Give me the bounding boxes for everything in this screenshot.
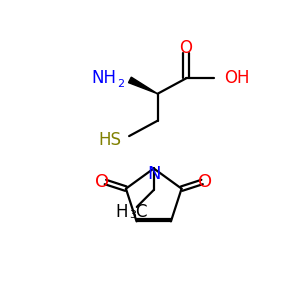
- Polygon shape: [128, 77, 158, 94]
- Text: C: C: [135, 202, 147, 220]
- Text: OH: OH: [225, 69, 250, 87]
- Text: NH: NH: [91, 69, 116, 87]
- Text: 3: 3: [129, 210, 136, 220]
- Text: N: N: [147, 165, 160, 183]
- Text: O: O: [198, 173, 212, 191]
- Text: O: O: [180, 39, 193, 57]
- Text: HS: HS: [98, 131, 122, 149]
- Text: 2: 2: [118, 79, 125, 89]
- Text: H: H: [115, 202, 128, 220]
- Text: O: O: [95, 173, 110, 191]
